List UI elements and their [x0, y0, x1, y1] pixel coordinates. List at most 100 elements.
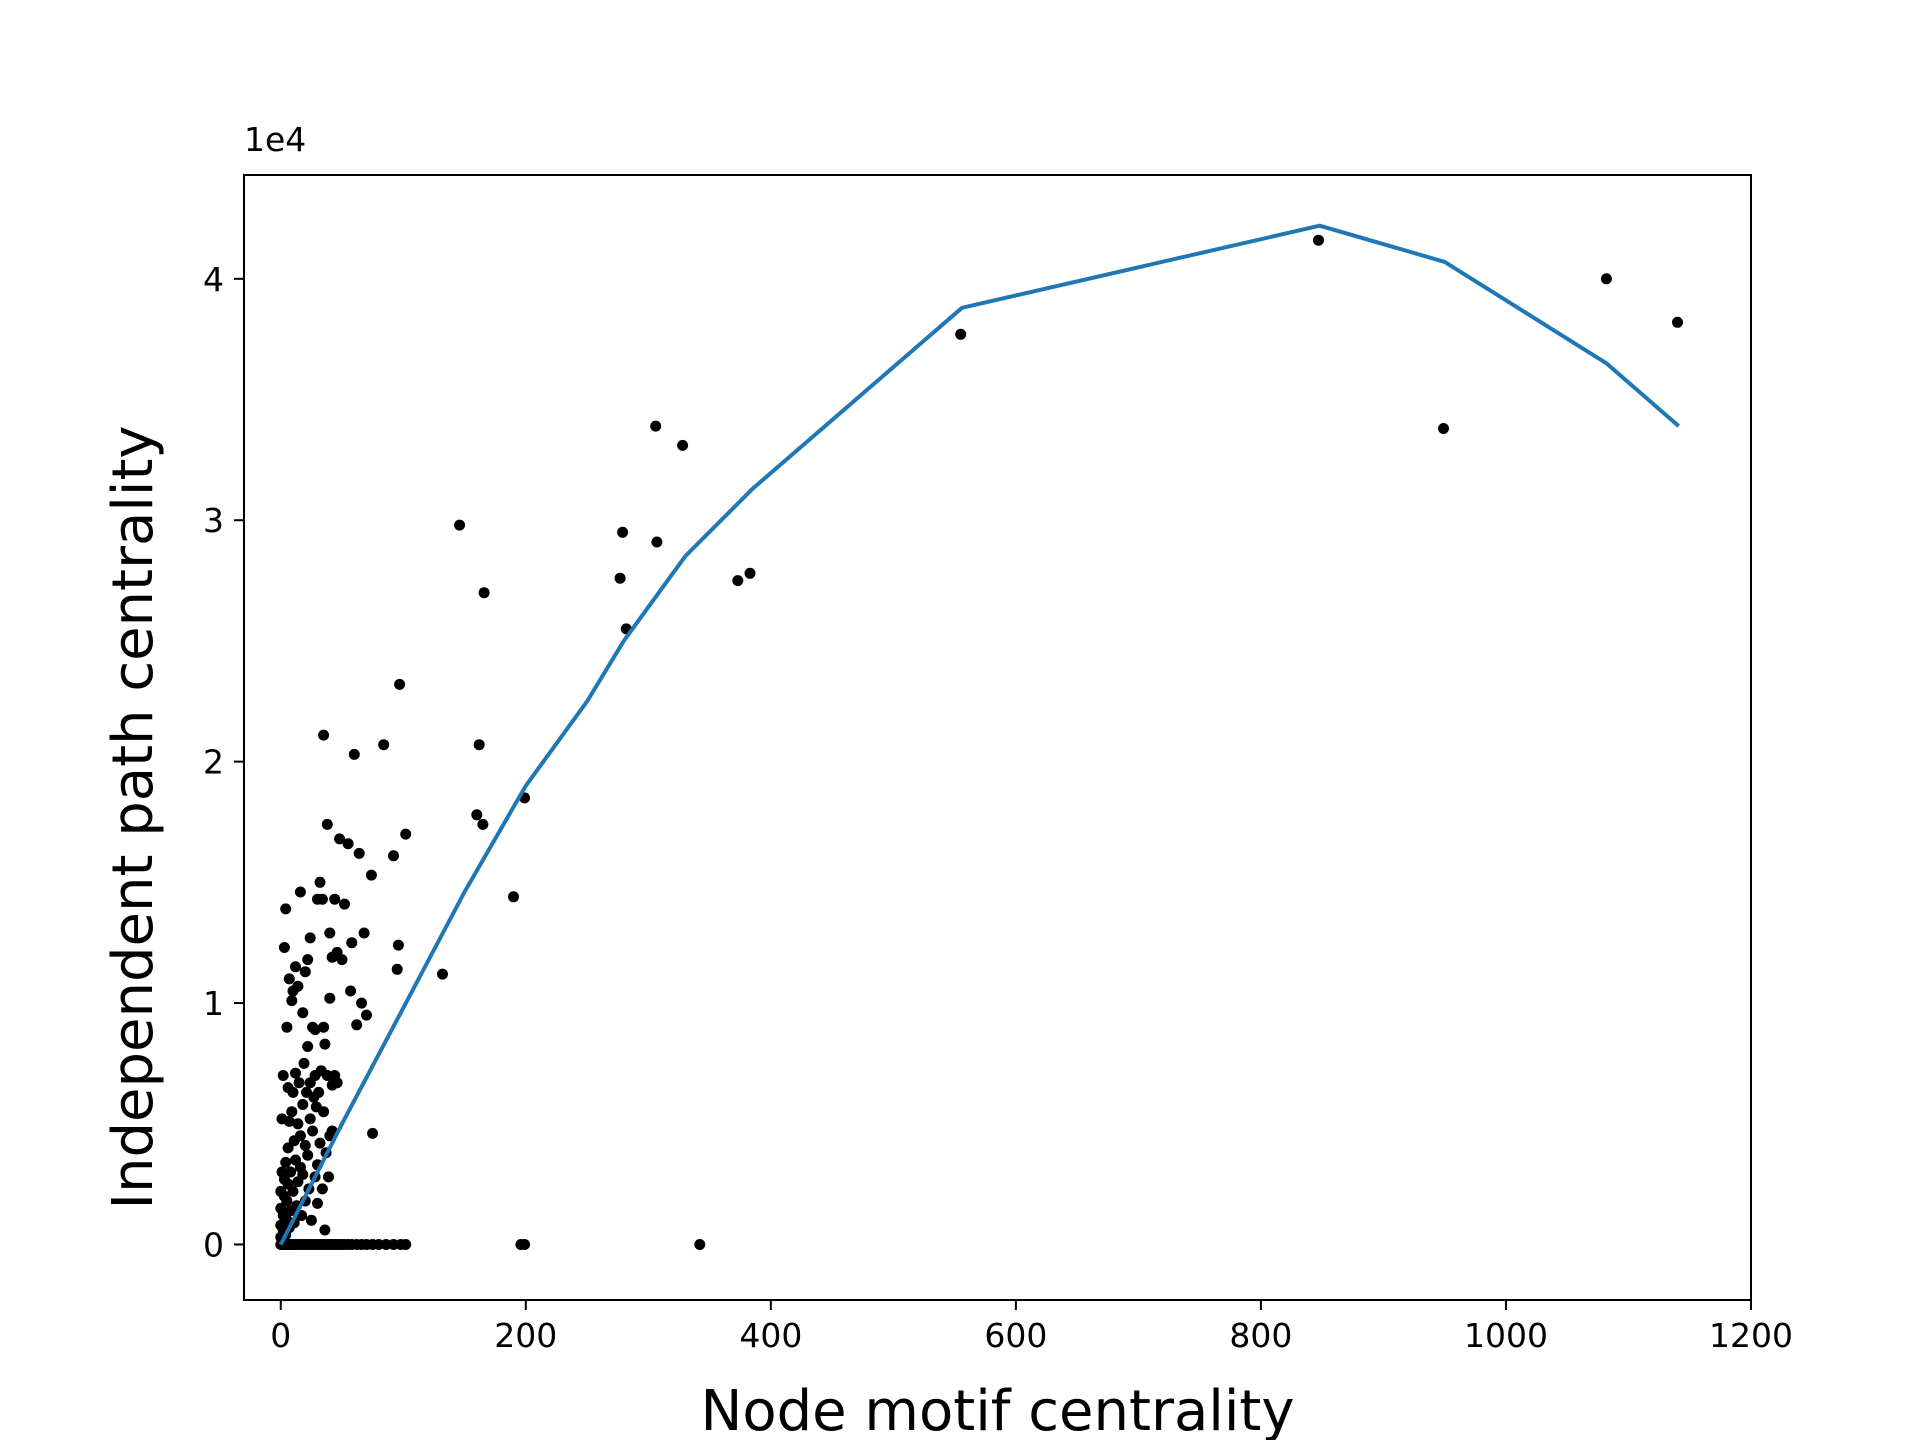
y-tick-label: 0	[203, 1225, 224, 1264]
data-point	[353, 847, 365, 859]
data-point	[316, 893, 328, 905]
data-point	[334, 833, 346, 845]
data-point	[351, 1019, 363, 1031]
data-point	[299, 1140, 311, 1151]
fit-line	[279, 223, 1681, 1246]
data-point	[297, 1099, 309, 1110]
data-point	[290, 1067, 301, 1079]
data-point	[617, 526, 629, 538]
data-point	[292, 1118, 304, 1130]
data-point	[1438, 423, 1449, 434]
data-point	[280, 1156, 292, 1168]
plot-frame	[243, 174, 1752, 1301]
data-point	[290, 961, 301, 973]
data-point	[694, 1239, 706, 1250]
data-point	[454, 519, 466, 531]
data-point	[324, 927, 336, 939]
data-point	[1600, 273, 1612, 285]
x-tick-label: 800	[1229, 1316, 1292, 1355]
data-point	[319, 1038, 331, 1050]
data-point	[297, 1007, 309, 1019]
data-point	[329, 893, 341, 905]
y-axis-title: Independent path centrality	[101, 425, 166, 1209]
data-point	[304, 1113, 316, 1125]
data-point	[312, 1197, 323, 1209]
data-point	[298, 1057, 310, 1069]
y-offset-label: 1e4	[244, 120, 306, 159]
data-point	[367, 1127, 379, 1139]
data-point	[286, 1106, 298, 1118]
data-point	[437, 968, 448, 980]
y-tick-label: 1	[203, 984, 224, 1023]
data-point	[348, 748, 360, 760]
data-point	[304, 932, 316, 944]
data-point	[318, 729, 330, 741]
data-point	[400, 1239, 412, 1250]
data-point	[318, 1021, 330, 1033]
data-point	[316, 1183, 328, 1195]
y-tick-label: 2	[203, 743, 224, 782]
fit-line-path	[279, 223, 1681, 1246]
data-point	[282, 1082, 294, 1094]
data-point	[294, 1130, 306, 1142]
data-point	[358, 927, 370, 939]
x-tick-label: 0	[270, 1316, 291, 1355]
data-point	[302, 1149, 314, 1161]
data-point	[1672, 316, 1683, 328]
data-point	[282, 1142, 294, 1154]
data-point	[294, 886, 306, 898]
data-point	[400, 828, 412, 840]
data-point	[321, 818, 333, 830]
data-point	[508, 891, 519, 903]
data-point	[346, 937, 358, 949]
data-point	[287, 1185, 299, 1197]
data-point	[614, 572, 626, 584]
data-point	[361, 1009, 372, 1021]
data-point	[323, 1171, 334, 1183]
data-point	[378, 739, 390, 751]
y-tick-label: 3	[203, 501, 224, 540]
data-point	[519, 1239, 531, 1250]
x-tick-label: 200	[494, 1316, 557, 1355]
data-point	[319, 1224, 331, 1236]
data-point	[285, 1166, 297, 1178]
data-point	[305, 1214, 317, 1226]
data-point	[292, 980, 304, 992]
data-point	[283, 973, 295, 985]
data-point	[307, 1125, 319, 1137]
data-point	[331, 1077, 343, 1089]
x-axis-title: Node motif centrality	[700, 1379, 1294, 1440]
data-point	[677, 439, 689, 451]
data-point	[473, 739, 485, 751]
data-point	[309, 1024, 321, 1036]
data-point	[394, 678, 406, 690]
data-point	[651, 536, 663, 548]
data-point	[280, 903, 292, 915]
data-point	[955, 328, 967, 340]
data-point	[650, 420, 662, 432]
data-point	[477, 818, 489, 830]
data-point	[314, 1137, 326, 1149]
y-axis-ticks: 0 1 2 3 4	[203, 260, 244, 1264]
x-tick-label: 1200	[1709, 1316, 1793, 1355]
x-tick-label: 600	[984, 1316, 1047, 1355]
data-point	[293, 1077, 305, 1089]
data-point	[342, 838, 354, 850]
x-tick-label: 1000	[1464, 1316, 1548, 1355]
scatter-points	[275, 234, 1683, 1250]
data-point	[297, 1169, 309, 1180]
data-point	[281, 1195, 293, 1207]
data-point	[276, 1113, 288, 1125]
data-point	[732, 575, 744, 587]
data-point	[391, 963, 403, 975]
data-point	[365, 869, 377, 881]
data-point	[356, 997, 368, 1009]
data-point	[345, 985, 357, 997]
x-axis-ticks: 0 200 400 600 800 1000 1200	[270, 1300, 1793, 1355]
data-point	[278, 942, 290, 953]
data-point	[302, 954, 314, 966]
data-point	[299, 966, 311, 978]
data-point	[1313, 234, 1324, 246]
data-point	[478, 587, 490, 599]
